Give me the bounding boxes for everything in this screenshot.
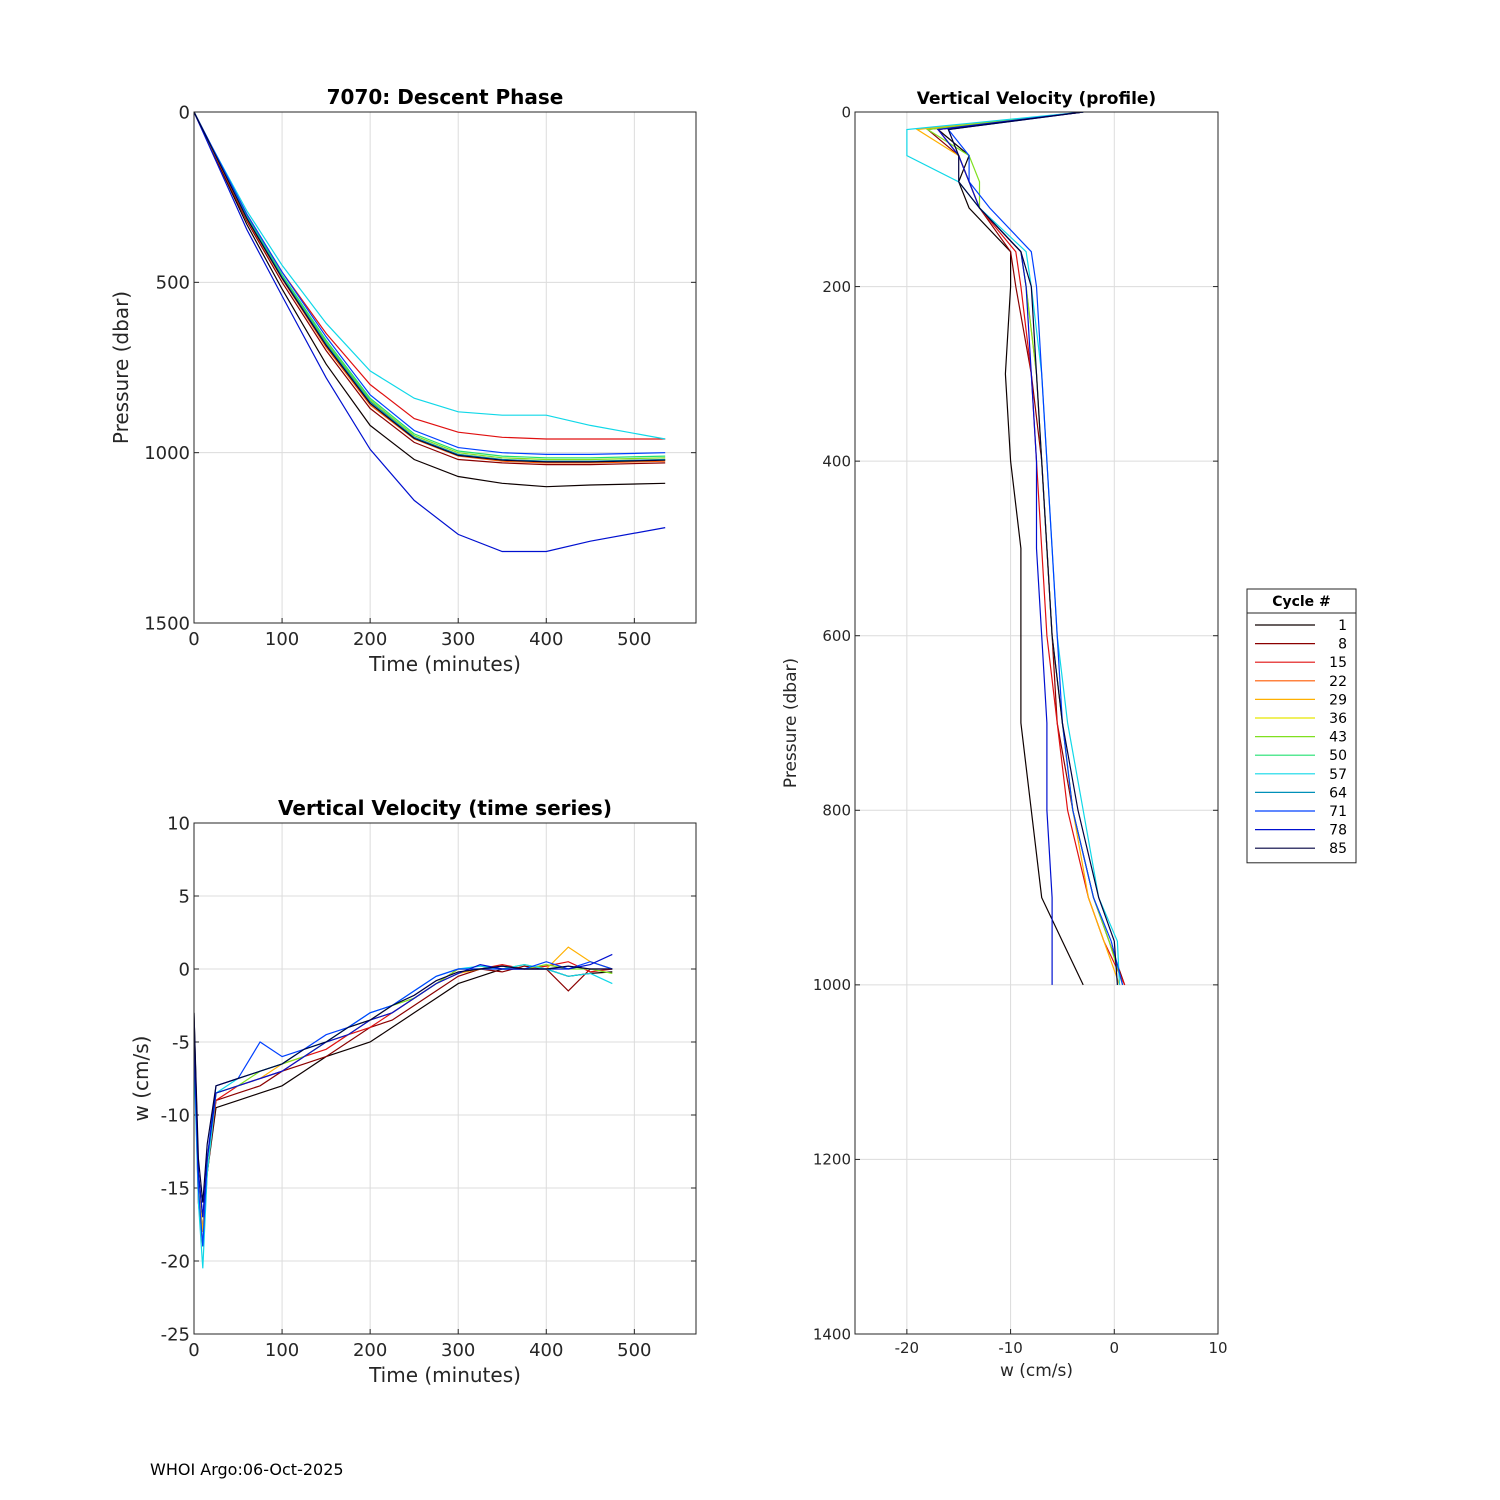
legend-label-cycle-43: 43 bbox=[1329, 730, 1347, 746]
x-tick-label: 500 bbox=[617, 629, 651, 650]
x-tick-label: 100 bbox=[265, 1340, 299, 1361]
y-tick-label: 1000 bbox=[813, 976, 851, 994]
series-line-cycle-71 bbox=[194, 961, 613, 1247]
series-group bbox=[194, 946, 613, 1269]
series-line-cycle-50 bbox=[194, 112, 666, 459]
series-line-cycle-85 bbox=[947, 112, 1118, 985]
legend-label-cycle-8: 8 bbox=[1338, 637, 1347, 653]
x-tick-label: 400 bbox=[529, 629, 563, 650]
legend-label-cycle-36: 36 bbox=[1329, 711, 1347, 727]
series-line-cycle-78 bbox=[936, 112, 1084, 985]
series-line-cycle-57 bbox=[194, 112, 666, 440]
y-tick-label: 1500 bbox=[144, 613, 190, 634]
y-tick-label: 200 bbox=[822, 278, 851, 296]
plot-area bbox=[194, 112, 696, 623]
plot-area bbox=[855, 112, 1218, 1334]
y-tick-label: -25 bbox=[161, 1324, 190, 1345]
legend-label-cycle-78: 78 bbox=[1329, 823, 1347, 839]
x-axis-label: Time (minutes) bbox=[368, 652, 521, 676]
y-tick-label: -20 bbox=[161, 1251, 190, 1272]
footer-caption: WHOI Argo:06-Oct-2025 bbox=[150, 1460, 344, 1479]
series-line-cycle-1 bbox=[194, 112, 666, 488]
chart-title: Vertical Velocity (profile) bbox=[917, 89, 1156, 109]
y-tick-label: 5 bbox=[179, 886, 190, 907]
legend-box bbox=[1246, 588, 1357, 864]
x-tick-label: 300 bbox=[441, 1340, 475, 1361]
y-axis-label: Pressure (dbar) bbox=[109, 291, 133, 444]
x-tick-label: 400 bbox=[529, 1340, 563, 1361]
vertical-velocity-profile-chart: -20 -10 0 100200400600800100012001400Vertic… bbox=[781, 89, 1228, 1381]
x-axis-label: w (cm/s) bbox=[1000, 1361, 1073, 1381]
y-tick-label: 10 bbox=[167, 813, 190, 834]
series-line-cycle-71 bbox=[947, 112, 1124, 986]
x-tick-label: -20 bbox=[895, 1339, 920, 1357]
y-tick-label: -10 bbox=[161, 1105, 190, 1126]
series-line-cycle-8 bbox=[194, 112, 666, 466]
y-tick-label: 0 bbox=[179, 959, 190, 980]
y-tick-label: 500 bbox=[156, 273, 190, 294]
y-tick-label: 400 bbox=[822, 452, 851, 470]
x-tick-label: 10 bbox=[1208, 1339, 1227, 1357]
x-tick-label: 0 bbox=[1110, 1339, 1120, 1357]
series-line-cycle-85 bbox=[194, 112, 666, 463]
x-tick-label: 200 bbox=[353, 629, 387, 650]
legend-label-cycle-29: 29 bbox=[1329, 692, 1347, 708]
legend-label-cycle-1: 1 bbox=[1338, 618, 1347, 634]
y-tick-label: 0 bbox=[841, 103, 851, 121]
y-axis-label: Pressure (dbar) bbox=[781, 658, 801, 788]
y-tick-label: 0 bbox=[179, 102, 190, 123]
vertical-velocity-time-chart: 0 100 200 300 400 500 10 5 0 -5 -10 -15 -20 -25 Vertic… bbox=[129, 796, 697, 1387]
x-tick-label: 500 bbox=[617, 1340, 651, 1361]
x-axis-label: Time (minutes) bbox=[368, 1363, 521, 1387]
cycle-legend: Cycle # 1 8 15 22 29 36 43 50 57 64 71 78 85 bbox=[1246, 588, 1357, 864]
y-tick-label: 1000 bbox=[144, 443, 190, 464]
series-line-cycle-78 bbox=[194, 112, 666, 553]
legend-label-cycle-57: 57 bbox=[1329, 767, 1347, 783]
chart-title: 7070: Descent Phase bbox=[327, 85, 564, 109]
plot-frame bbox=[854, 111, 1219, 1335]
y-tick-label: 800 bbox=[822, 802, 851, 820]
legend-label-cycle-85: 85 bbox=[1329, 841, 1347, 857]
x-tick-label: 100 bbox=[265, 629, 299, 650]
x-tick-label: 0 bbox=[188, 1340, 199, 1361]
legend-label-cycle-22: 22 bbox=[1329, 674, 1347, 690]
y-axis-label: w (cm/s) bbox=[129, 1036, 153, 1122]
legend-label-cycle-71: 71 bbox=[1329, 804, 1347, 820]
y-tick-label: 600 bbox=[822, 627, 851, 645]
x-tick-label: -10 bbox=[998, 1339, 1023, 1357]
plot-area bbox=[194, 823, 696, 1334]
chart-title: Vertical Velocity (time series) bbox=[278, 796, 612, 820]
legend-title: Cycle # bbox=[1272, 594, 1331, 610]
y-tick-label: -15 bbox=[161, 1178, 190, 1199]
y-tick-label: -5 bbox=[172, 1032, 190, 1053]
y-tick-label: 1200 bbox=[813, 1151, 851, 1169]
legend-label-cycle-15: 15 bbox=[1329, 655, 1347, 671]
series-line-cycle-71 bbox=[194, 112, 666, 455]
series-group bbox=[906, 112, 1126, 986]
descent-phase-chart: 0 100 200 300 400 500 0 500 1000 1500 7070: Descen… bbox=[109, 85, 697, 676]
series-line-cycle-85 bbox=[194, 965, 613, 1203]
plot-frame bbox=[193, 111, 697, 624]
plot-frame bbox=[193, 822, 697, 1335]
series-group bbox=[194, 112, 666, 553]
x-tick-label: 200 bbox=[353, 1340, 387, 1361]
x-tick-label: 0 bbox=[188, 629, 199, 650]
legend-label-cycle-50: 50 bbox=[1329, 748, 1347, 764]
x-tick-label: 300 bbox=[441, 629, 475, 650]
y-tick-label: 1400 bbox=[813, 1325, 851, 1343]
legend-label-cycle-64: 64 bbox=[1329, 785, 1347, 801]
